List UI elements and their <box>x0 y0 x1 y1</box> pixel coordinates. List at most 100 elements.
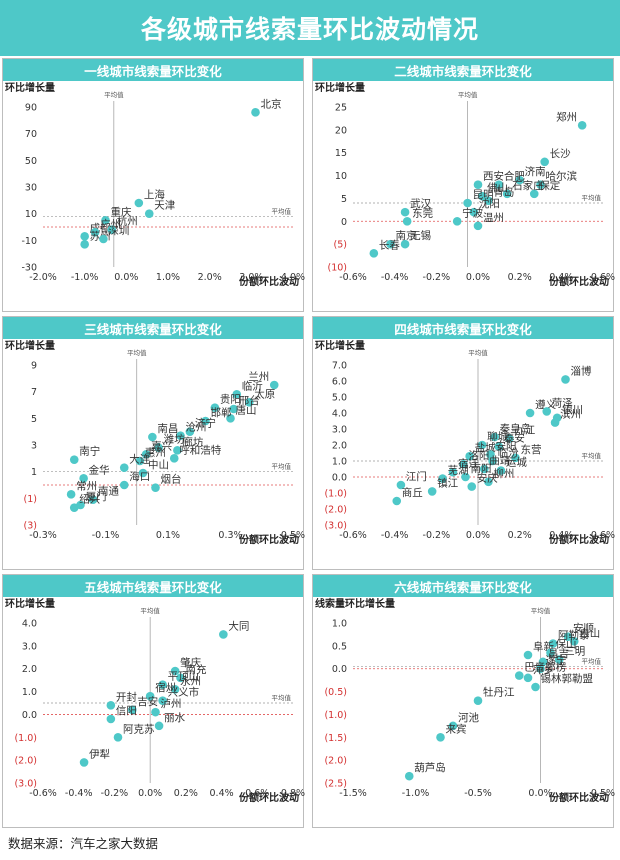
x-tick-label: -0.2% <box>423 530 451 541</box>
avg-y-label: 平均值 <box>272 462 292 471</box>
y-tick-label: -30 <box>21 263 37 274</box>
point-label: 沧州 <box>186 421 207 434</box>
point-label: 厦门 <box>86 490 107 503</box>
x-tick-label: 0.2% <box>508 530 532 541</box>
data-point <box>173 446 182 455</box>
x-axis-label: 份额环比波动 <box>549 791 609 804</box>
point-label: 上海 <box>144 188 165 201</box>
x-tick-label: -0.4% <box>381 272 409 283</box>
point-label: 镇江 <box>437 476 458 489</box>
point-label: 绍兴 <box>79 493 100 506</box>
y-tick-label: 20 <box>335 125 347 136</box>
y-tick-label: 6.0 <box>332 377 347 388</box>
data-point <box>134 198 144 208</box>
point-label: 三明 <box>564 646 585 658</box>
data-point <box>494 180 504 190</box>
point-label: 柳州 <box>493 467 514 480</box>
y-tick-label: 0.5 <box>332 641 347 652</box>
data-point <box>511 453 520 463</box>
data-point <box>138 468 148 478</box>
point-label: 临沂 <box>242 379 263 392</box>
data-point <box>369 248 379 258</box>
point-label: 锡林郭勒盟 <box>541 672 594 685</box>
data-point <box>392 496 402 506</box>
data-point <box>490 432 499 442</box>
data-point <box>169 454 179 463</box>
y-tick-label: 4.0 <box>22 619 37 630</box>
point-label: 河池 <box>458 711 479 724</box>
point-label: 阿勒泰 <box>558 629 590 642</box>
data-point <box>514 671 524 680</box>
x-axis-label: 份额环比波动 <box>239 791 299 804</box>
y-tick-label: (3.0) <box>324 521 347 532</box>
data-point <box>113 732 123 742</box>
data-point <box>484 196 493 206</box>
point-label: 宿州 <box>155 681 176 694</box>
point-label: 济宁 <box>195 417 216 430</box>
x-axis-label: 份额环比波动 <box>549 533 609 546</box>
data-point <box>107 225 117 234</box>
data-point <box>219 630 228 639</box>
x-tick-label: 0.0% <box>138 788 162 799</box>
data-point <box>546 648 555 658</box>
x-tick-label: -0.2% <box>101 788 129 799</box>
point-label: 来宾 <box>446 722 467 735</box>
point-label: 宁波 <box>462 206 483 219</box>
data-point <box>127 705 137 715</box>
point-label: 呼和浩特 <box>179 444 221 456</box>
point-label: 石家庄 <box>512 179 544 192</box>
data-point <box>90 228 100 237</box>
point-label: 萍乡 <box>533 664 554 676</box>
panel-tier5: 五线城市线索量环比变化 环比增长量 份额环比波动 平均值 平均值 4.0 3.0 2.0 1.… <box>2 574 305 828</box>
point-label: 郑州 <box>556 110 577 123</box>
y-tick-label: 3 <box>31 441 37 452</box>
point-label: 信阳 <box>116 705 137 717</box>
x-tick-label: -1.0% <box>71 272 99 283</box>
data-point <box>226 414 235 423</box>
point-label: 伊犁 <box>89 747 110 760</box>
point-label: 南阳 <box>471 462 492 475</box>
point-label: 廊坊 <box>182 435 203 448</box>
data-point <box>461 472 470 482</box>
data-point <box>201 416 210 426</box>
data-point <box>554 655 564 664</box>
data-point <box>154 721 164 731</box>
point-label: 大连 <box>129 453 150 466</box>
point-label: 南宁 <box>79 445 100 458</box>
x-tick-label: 0.2% <box>508 272 532 283</box>
point-label: 广州 <box>100 218 121 230</box>
panel-title-tier4: 四线城市线索量环比变化 <box>313 317 613 339</box>
avg-y-label: 平均值 <box>272 693 292 702</box>
y-tick-label: (1.5) <box>324 733 347 744</box>
data-point <box>427 487 437 496</box>
point-label: 商丘 <box>402 486 423 499</box>
y-tick-label: 1.0 <box>22 687 37 698</box>
x-tick-label: -0.4% <box>65 788 93 799</box>
data-point <box>550 418 560 427</box>
x-tick-label: 0.4% <box>549 272 573 283</box>
point-label: 吉安 <box>137 695 158 708</box>
data-point <box>151 707 160 717</box>
point-label: 长沙 <box>550 148 571 160</box>
y-tick-label: 30 <box>25 183 37 194</box>
point-label: 菏泽 <box>552 397 573 409</box>
data-point <box>536 180 545 190</box>
data-point <box>80 232 89 241</box>
point-label: 重庆 <box>111 205 132 218</box>
point-label: 滨州 <box>560 408 581 421</box>
data-point <box>80 240 89 249</box>
scatter-chart-tier5: 环比增长量份额环比波动平均值平均值4.03.02.01.00.0(1.0)(2.… <box>5 597 305 804</box>
data-point <box>523 673 533 683</box>
point-label: 嘉兴 <box>151 439 172 452</box>
point-label: 烟台 <box>161 473 182 486</box>
y-tick-label: 90 <box>25 103 37 114</box>
data-point <box>542 407 552 416</box>
x-tick-label: 0.5% <box>591 788 615 799</box>
data-point <box>69 503 79 512</box>
point-label: 遵义 <box>535 398 556 411</box>
panel-title-tier2: 二线城市线索量环比变化 <box>313 59 613 81</box>
point-label: 阿克苏 <box>123 722 155 735</box>
data-point <box>148 432 157 442</box>
y-tick-label: (0.5) <box>324 687 347 698</box>
